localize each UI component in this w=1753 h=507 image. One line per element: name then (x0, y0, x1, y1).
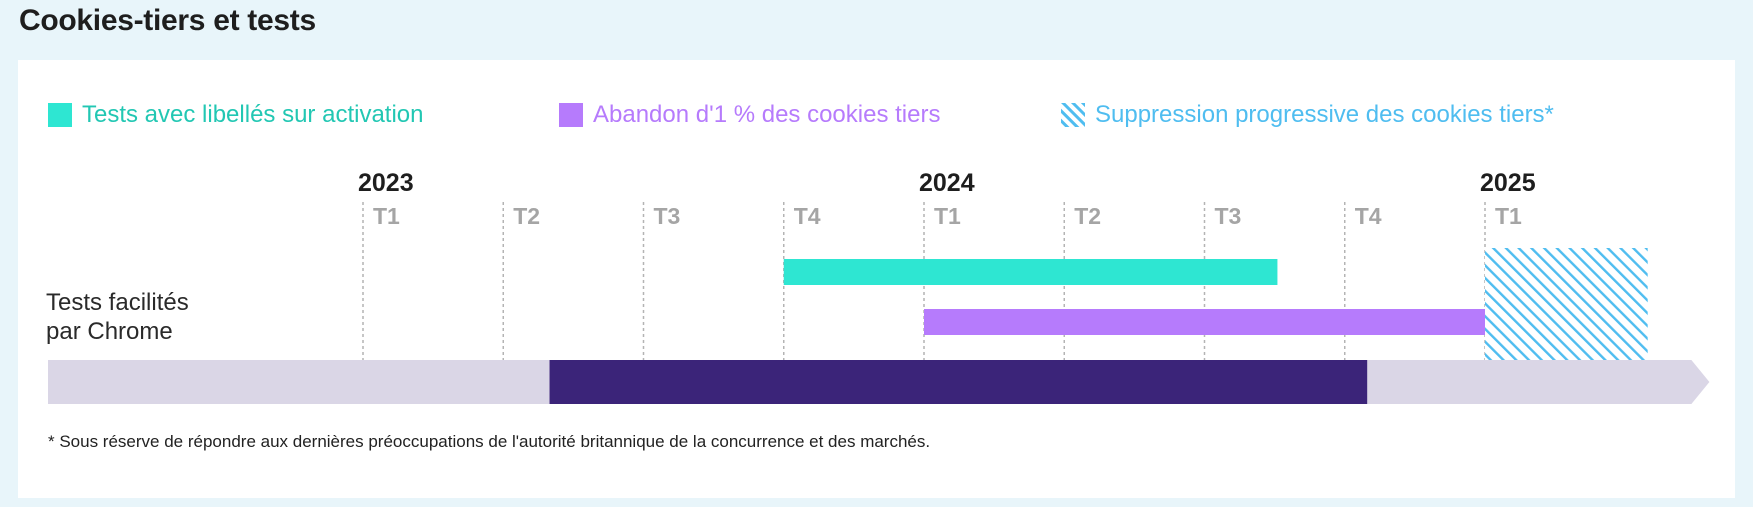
legend-item-tests-libelles: Tests avec libellés sur activation (48, 101, 424, 128)
row-label-tests-chrome: Tests facilités par Chrome (46, 288, 189, 346)
quarter-label: T3 (654, 203, 681, 229)
quarter-label: T1 (1495, 203, 1522, 229)
legend-label: Abandon d'1 % des cookies tiers (593, 101, 941, 128)
legend-label: Tests avec libellés sur activation (82, 101, 424, 128)
quarter-label: T3 (1215, 203, 1242, 229)
legend-item-abandon: Abandon d'1 % des cookies tiers (559, 101, 941, 128)
row-label-line1: Tests facilités (46, 289, 189, 316)
page-title: Cookies-tiers et tests (19, 4, 316, 37)
timeline-bar (1485, 248, 1648, 360)
timeline-card: Tests avec libellés sur activation Aband… (18, 60, 1735, 498)
hatched-square-icon (1061, 103, 1085, 127)
timeline-bar (549, 360, 1368, 404)
quarter-label: T1 (373, 203, 400, 229)
legend-label: Suppression progressive des cookies tier… (1095, 101, 1554, 128)
purple-square-icon (559, 103, 583, 127)
quarter-label: T2 (1074, 203, 1101, 229)
teal-square-icon (48, 103, 72, 127)
timeline-chart: T1 T2 T3 T4 T1 T2 T3 T4 T1 2023 2024 2025 (48, 169, 1710, 404)
legend-item-suppression: Suppression progressive des cookies tier… (1061, 101, 1554, 128)
row-label-line2: par Chrome (46, 318, 173, 345)
year-label: 2024 (919, 169, 975, 197)
quarter-label: T4 (794, 203, 821, 229)
quarter-label: T1 (934, 203, 961, 229)
timeline-bar (783, 259, 1278, 285)
quarter-label: T2 (513, 203, 540, 229)
timeline-bar (924, 309, 1485, 335)
year-label: 2023 (358, 169, 414, 197)
footnote: * Sous réserve de répondre aux dernières… (48, 432, 931, 451)
year-label: 2025 (1480, 169, 1536, 197)
quarter-label: T4 (1355, 203, 1382, 229)
